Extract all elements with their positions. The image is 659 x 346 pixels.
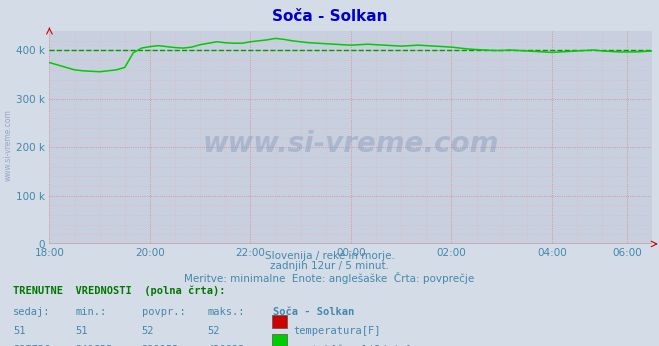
Text: 420833: 420833: [208, 345, 245, 346]
Text: Soča - Solkan: Soča - Solkan: [273, 307, 355, 317]
Text: Meritve: minimalne  Enote: anglešaške  Črta: povprečje: Meritve: minimalne Enote: anglešaške Črt…: [185, 272, 474, 284]
Text: TRENUTNE  VREDNOSTI  (polna črta):: TRENUTNE VREDNOSTI (polna črta):: [13, 285, 225, 296]
Text: pretok[čevelj3/min]: pretok[čevelj3/min]: [293, 345, 412, 346]
Text: 349635: 349635: [76, 345, 113, 346]
Text: temperatura[F]: temperatura[F]: [293, 326, 381, 336]
Text: 51: 51: [13, 326, 26, 336]
Text: 397736: 397736: [13, 345, 51, 346]
Text: 51: 51: [76, 326, 88, 336]
Text: Slovenija / reke in morje.: Slovenija / reke in morje.: [264, 251, 395, 261]
Text: zadnjih 12ur / 5 minut.: zadnjih 12ur / 5 minut.: [270, 261, 389, 271]
Text: 52: 52: [208, 326, 220, 336]
Text: povpr.:: povpr.:: [142, 307, 185, 317]
Text: 399252: 399252: [142, 345, 179, 346]
Text: www.si-vreme.com: www.si-vreme.com: [203, 130, 499, 158]
Text: 52: 52: [142, 326, 154, 336]
Text: www.si-vreme.com: www.si-vreme.com: [3, 109, 13, 181]
Text: maks.:: maks.:: [208, 307, 245, 317]
Text: sedaj:: sedaj:: [13, 307, 51, 317]
Text: min.:: min.:: [76, 307, 107, 317]
Text: Soča - Solkan: Soča - Solkan: [272, 9, 387, 24]
